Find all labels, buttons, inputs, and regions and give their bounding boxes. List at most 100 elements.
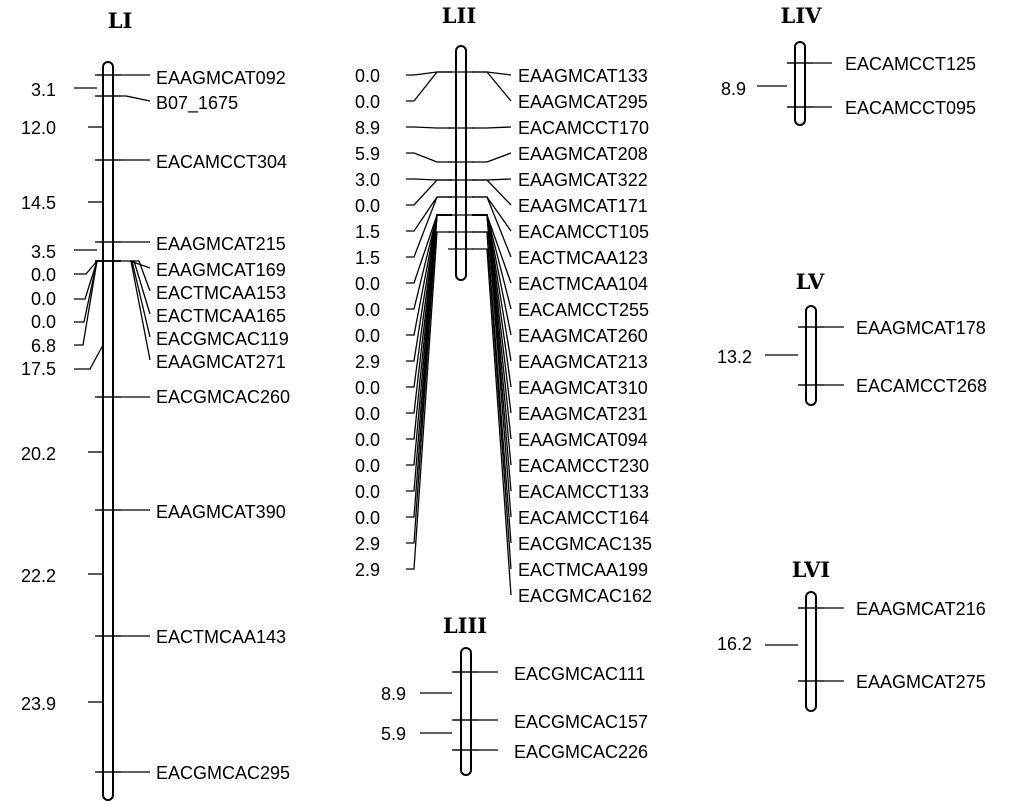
distance-label: 3.0 — [355, 170, 380, 190]
distance-connector-lii-1 — [406, 71, 452, 102]
distance-label: 2.9 — [355, 534, 380, 554]
chromosome-bar-lv — [805, 305, 817, 406]
marker-label: EAAGMCAT178 — [856, 318, 986, 338]
marker-label: B07_1675 — [156, 93, 238, 114]
distance-connector-lii-2 — [406, 126, 452, 129]
marker-label: EACTMCAA143 — [156, 627, 286, 647]
distance-label: 0.0 — [31, 312, 56, 332]
marker-label: EAAGMCAT171 — [518, 196, 648, 216]
group-title-liii: LIII — [443, 613, 487, 638]
distance-label: 0.0 — [355, 430, 380, 450]
distance-connector-lii-19 — [406, 231, 452, 570]
distance-connector-li-5 — [74, 260, 98, 300]
distance-connector-li-6 — [74, 260, 98, 323]
marker-label: EACAMCCT255 — [518, 300, 649, 320]
marker-label: EAAGMCAT295 — [518, 92, 648, 112]
distance-label: 20.2 — [21, 444, 56, 464]
marker-connector-lii-7 — [472, 196, 512, 258]
marker-connector-li-8 — [130, 260, 151, 361]
distance-label: 0.0 — [355, 456, 380, 476]
chromosome-bar-liii — [460, 647, 472, 776]
marker-label: EAAGMCAT322 — [518, 170, 648, 190]
marker-label: EACTMCAA165 — [156, 306, 286, 326]
marker-connector-lii-3 — [472, 152, 512, 163]
marker-label: EACAMCCT164 — [518, 508, 649, 528]
marker-label: EAAGMCAT094 — [518, 430, 648, 450]
chromosome-bar-lii — [455, 45, 467, 281]
marker-label: EAAGMCAT271 — [156, 352, 286, 372]
marker-label: EACAMCCT268 — [856, 376, 987, 396]
distance-connector-li-4 — [74, 260, 98, 275]
distance-label: 0.0 — [355, 196, 380, 216]
distance-label: 0.0 — [355, 482, 380, 502]
distance-label: 0.0 — [355, 92, 380, 112]
distance-label: 22.2 — [21, 566, 56, 586]
marker-label: EACGMCAC135 — [518, 534, 652, 554]
distance-label: 14.5 — [21, 193, 56, 213]
marker-label: EAAGMCAT216 — [856, 599, 986, 619]
marker-label: EAAGMCAT213 — [518, 352, 648, 372]
marker-label: EACAMCCT170 — [518, 118, 649, 138]
distance-label: 3.5 — [31, 242, 56, 262]
marker-label: EACAMCCT230 — [518, 456, 649, 476]
marker-label: EACTMCAA199 — [518, 560, 648, 580]
distance-label: 1.5 — [355, 248, 380, 268]
marker-label: EACTMCAA123 — [518, 248, 648, 268]
marker-label: EACTMCAA153 — [156, 283, 286, 303]
marker-label: EACGMCAC157 — [514, 712, 648, 732]
distance-label: 0.0 — [355, 508, 380, 528]
distance-label: 0.0 — [31, 289, 56, 309]
marker-label: EAAGMCAT092 — [156, 68, 286, 88]
marker-label: EAAGMCAT169 — [156, 260, 286, 280]
marker-connector-li-1 — [97, 95, 151, 102]
marker-connector-lii-20 — [472, 248, 512, 596]
distance-label: 8.9 — [355, 118, 380, 138]
distance-label: 17.5 — [21, 359, 56, 379]
distance-connector-li-8 — [74, 344, 104, 370]
chromosome-bar-li — [102, 61, 114, 801]
distance-label: 0.0 — [355, 404, 380, 424]
marker-label: EACTMCAA104 — [518, 274, 648, 294]
marker-label: EACGMCAC226 — [514, 742, 648, 762]
marker-label: EACGMCAC260 — [156, 387, 290, 407]
group-title-liv: LIV — [781, 3, 823, 28]
distance-label: 8.9 — [381, 684, 406, 704]
distance-label: 0.0 — [355, 66, 380, 86]
marker-label: EAAGMCAT390 — [156, 502, 286, 522]
marker-label: EAAGMCAT208 — [518, 144, 648, 164]
distance-label: 0.0 — [355, 326, 380, 346]
distance-label: 23.9 — [21, 694, 56, 714]
distance-label: 0.0 — [355, 300, 380, 320]
distance-label: 2.9 — [355, 352, 380, 372]
marker-label: EAAGMCAT310 — [518, 378, 648, 398]
distance-label: 2.9 — [355, 560, 380, 580]
marker-connector-lii-1 — [472, 71, 512, 102]
distance-label: 6.8 — [31, 336, 56, 356]
chromosome-bar-lvi — [805, 591, 817, 712]
group-title-lii: LII — [442, 3, 476, 28]
distance-label: 0.0 — [355, 274, 380, 294]
distance-label: 13.2 — [717, 347, 752, 367]
marker-label: EACGMCAC119 — [156, 329, 289, 349]
marker-connector-lii-2 — [472, 126, 512, 129]
marker-connector-lii-17 — [472, 214, 512, 518]
marker-label: EAAGMCAT260 — [518, 326, 648, 346]
distance-connector-lii-6 — [406, 196, 452, 232]
distance-label: 1.5 — [355, 222, 380, 242]
marker-label: EAAGMCAT215 — [156, 234, 286, 254]
marker-label: EACGMCAC111 — [514, 664, 645, 684]
distance-label: 16.2 — [717, 634, 752, 654]
marker-label: EACAMCCT133 — [518, 482, 649, 502]
distance-connector-lii-3 — [406, 152, 452, 163]
group-title-li: LI — [108, 8, 133, 33]
marker-label: EACAMCCT125 — [845, 54, 976, 74]
marker-label: EACAMCCT304 — [156, 152, 287, 172]
distance-connector-lii-17 — [406, 214, 452, 518]
distance-connector-lii-5 — [406, 179, 452, 206]
marker-label: EACAMCCT105 — [518, 222, 649, 242]
distance-label: 0.0 — [355, 378, 380, 398]
distance-label: 3.1 — [31, 80, 56, 100]
marker-label: EAAGMCAT133 — [518, 66, 648, 86]
